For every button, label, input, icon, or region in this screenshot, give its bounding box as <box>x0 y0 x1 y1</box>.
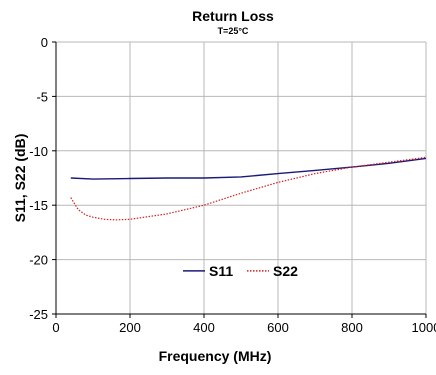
y-tick-labels: 0 -5 -10 -15 -20 -25 <box>29 35 48 322</box>
x-tick-label: 400 <box>193 320 215 335</box>
plot-area <box>56 42 426 314</box>
chart-subtitle: T=25°C <box>218 26 249 36</box>
series-lines <box>70 156 427 221</box>
y-tick-label: -10 <box>29 144 48 159</box>
axes <box>52 41 427 318</box>
x-tick-label: 0 <box>52 320 59 335</box>
y-tick-label: -15 <box>29 198 48 213</box>
y-tick-label: -20 <box>29 253 48 268</box>
x-tick-label: 600 <box>267 320 289 335</box>
grid-lines <box>56 41 427 314</box>
y-axis-label: S11, S22 (dB) <box>12 134 28 223</box>
chart-title: Return Loss <box>192 8 274 24</box>
x-axis-label: Frequency (MHz) <box>159 348 272 364</box>
legend-label-s11: S11 <box>209 263 233 279</box>
legend-label-s22: S22 <box>273 263 298 279</box>
series-line-s22 <box>70 156 427 221</box>
legend: S11 S22 <box>183 263 298 279</box>
y-tick-label: -25 <box>29 307 48 322</box>
x-tick-label: 800 <box>341 320 363 335</box>
y-tick-label: -5 <box>36 89 48 104</box>
y-tick-label: 0 <box>41 35 48 50</box>
x-tick-label: 200 <box>119 320 141 335</box>
